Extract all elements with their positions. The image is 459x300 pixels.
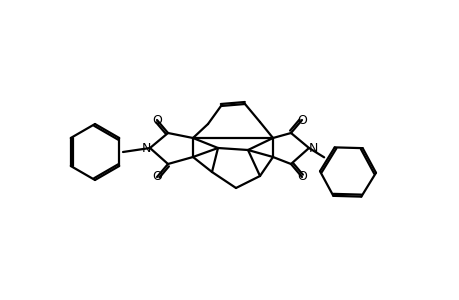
Text: O: O <box>297 170 306 184</box>
Text: O: O <box>152 170 162 184</box>
Text: O: O <box>297 113 306 127</box>
Text: O: O <box>152 113 162 127</box>
Text: N: N <box>308 142 317 154</box>
Text: N: N <box>141 142 151 154</box>
